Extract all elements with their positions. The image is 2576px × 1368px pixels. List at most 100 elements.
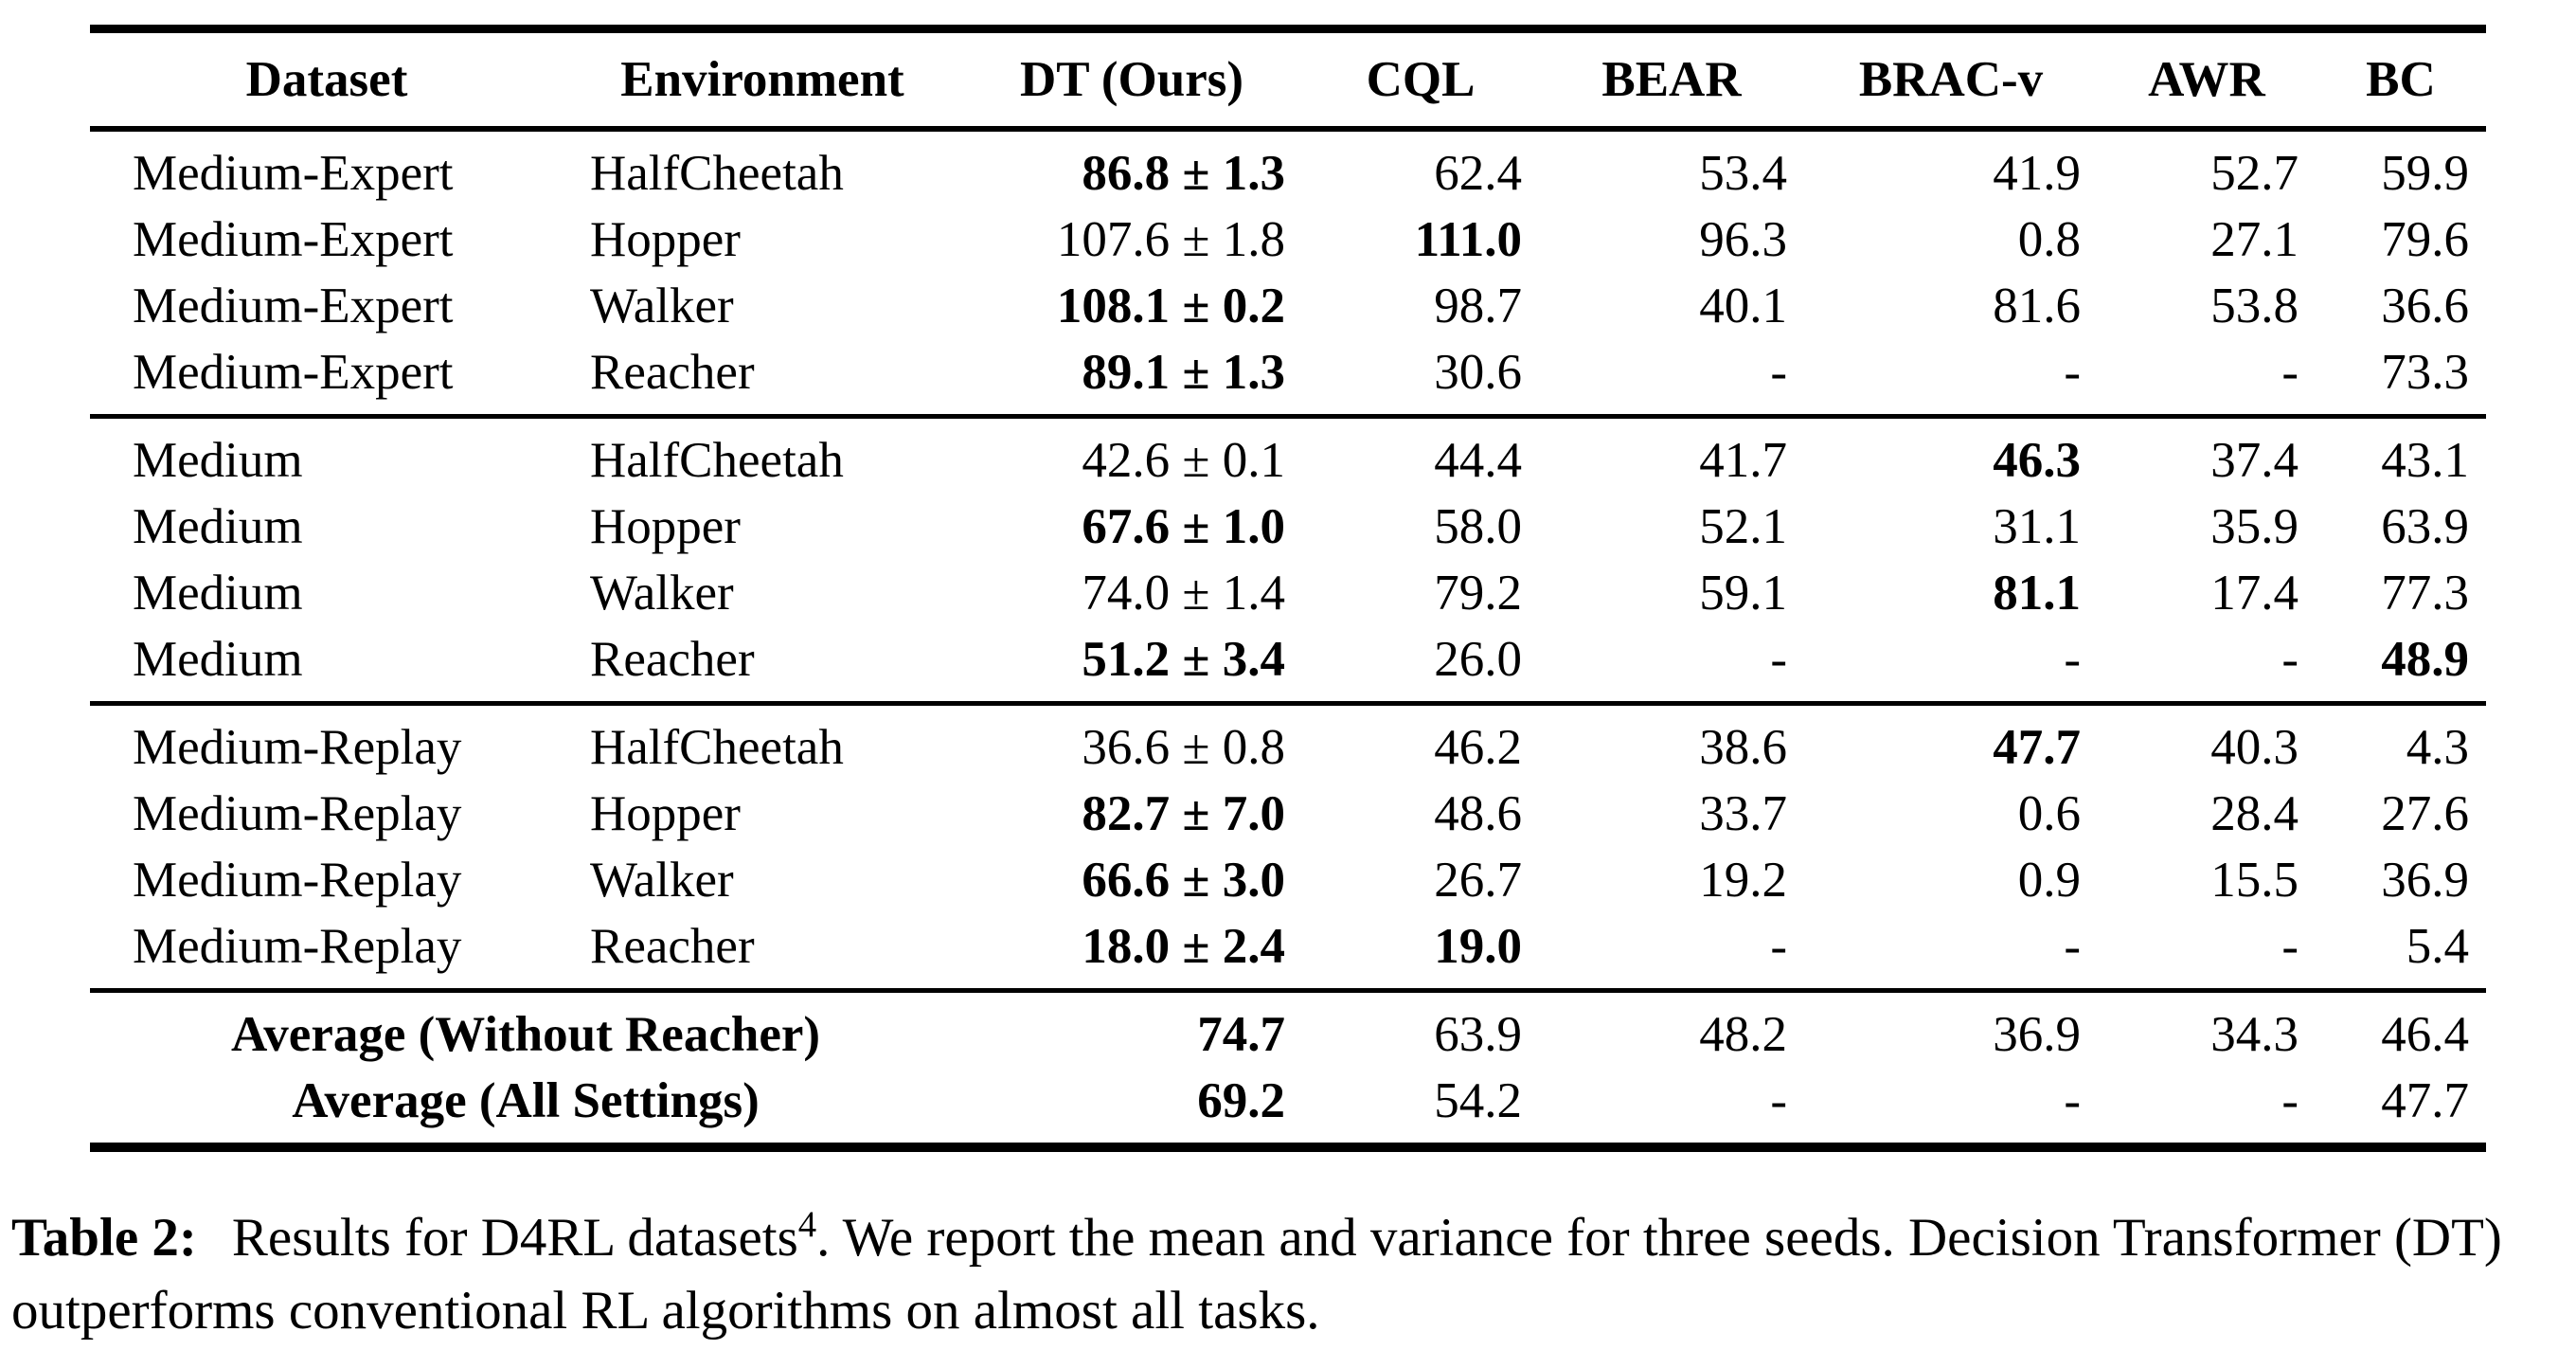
value-cell-awr: 40.3 bbox=[2210, 720, 2299, 775]
environment-cell: Walker bbox=[590, 566, 734, 621]
environment-cell: Hopper bbox=[590, 786, 741, 841]
value-cell-awr: 37.4 bbox=[2210, 433, 2299, 488]
value-cell-brac-v: - bbox=[2064, 1073, 2081, 1128]
table-row: Medium-Expert Reacher 89.1 ± 1.3 30.6 - - - 73.… bbox=[90, 339, 2486, 417]
value-cell-brac-v: 47.7 bbox=[1993, 720, 2081, 775]
caption-text-before-superscript: Results for D4RL datasets bbox=[231, 1208, 798, 1268]
table-row: Medium-Expert Hopper 107.6 ± 1.8 111.0 96.3 0… bbox=[90, 207, 2486, 273]
value-cell-bc: 73.3 bbox=[2381, 345, 2469, 400]
environment-cell: Reacher bbox=[590, 345, 755, 400]
value-cell-dt: 66.6 ± 3.0 bbox=[1082, 853, 1285, 908]
column-header-dataset: Dataset bbox=[245, 52, 408, 107]
value-cell-bc: 59.9 bbox=[2381, 146, 2469, 201]
value-cell-bc: 47.7 bbox=[2381, 1073, 2469, 1128]
value-cell-awr: 17.4 bbox=[2210, 566, 2299, 621]
table-row: Medium-Expert HalfCheetah 86.8 ± 1.3 62.4 53… bbox=[90, 129, 2486, 207]
value-cell-awr: 27.1 bbox=[2210, 212, 2299, 267]
value-cell-bc: 36.9 bbox=[2381, 853, 2469, 908]
value-cell-cql: 26.0 bbox=[1434, 632, 1522, 687]
column-header-environment: Environment bbox=[620, 52, 904, 107]
caption-label: Table 2: bbox=[11, 1208, 197, 1268]
value-cell-cql: 79.2 bbox=[1434, 566, 1522, 621]
value-cell-dt: 74.0 ± 1.4 bbox=[1082, 566, 1285, 621]
value-cell-awr: 53.8 bbox=[2210, 279, 2299, 333]
caption-text-after-superscript: . We report the mean and variance for th… bbox=[11, 1208, 2502, 1341]
value-cell-bear: 96.3 bbox=[1699, 212, 1787, 267]
dataset-cell: Medium bbox=[133, 632, 303, 687]
value-cell-cql: 58.0 bbox=[1434, 499, 1522, 554]
value-cell-cql: 111.0 bbox=[1414, 212, 1522, 267]
value-cell-bear: 40.1 bbox=[1699, 279, 1787, 333]
environment-cell: HalfCheetah bbox=[590, 433, 844, 488]
value-cell-bear: - bbox=[1770, 1073, 1787, 1128]
table-caption: Table 2: Results for D4RL datasets4. We r… bbox=[11, 1201, 2574, 1347]
dataset-cell: Medium bbox=[133, 566, 303, 621]
value-cell-cql: 48.6 bbox=[1434, 786, 1522, 841]
value-cell-awr: 34.3 bbox=[2210, 1007, 2299, 1062]
table-row: Medium-Replay Reacher 18.0 ± 2.4 19.0 - - - 5.4 bbox=[90, 913, 2486, 991]
section-medium-expert: Medium-Expert HalfCheetah 86.8 ± 1.3 62.4 53… bbox=[90, 129, 2486, 417]
environment-cell: Hopper bbox=[590, 499, 741, 554]
value-cell-bc: 46.4 bbox=[2381, 1007, 2469, 1062]
value-cell-bc: 48.9 bbox=[2381, 632, 2469, 687]
value-cell-awr: 28.4 bbox=[2210, 786, 2299, 841]
dataset-cell: Medium-Expert bbox=[133, 279, 454, 333]
header-row: Dataset Environment DT (Ours) CQL BEAR BRAC-v… bbox=[90, 29, 2486, 129]
summary-label: Average (Without Reacher) bbox=[230, 1007, 821, 1062]
value-cell-bear: 38.6 bbox=[1699, 720, 1787, 775]
value-cell-dt: 86.8 ± 1.3 bbox=[1082, 146, 1285, 201]
value-cell-bc: 4.3 bbox=[2406, 720, 2469, 775]
value-cell-bc: 43.1 bbox=[2381, 433, 2469, 488]
value-cell-awr: - bbox=[2281, 345, 2299, 400]
value-cell-brac-v: 36.9 bbox=[1993, 1007, 2081, 1062]
value-cell-dt: 108.1 ± 0.2 bbox=[1056, 279, 1285, 333]
column-header-bc: BC bbox=[2366, 52, 2436, 107]
table-row: Medium Hopper 67.6 ± 1.0 58.0 52.1 31.1 35.9 63… bbox=[90, 494, 2486, 560]
value-cell-dt: 107.6 ± 1.8 bbox=[1056, 212, 1285, 267]
summary-section: Average (Without Reacher) 74.7 63.9 48.2 36.… bbox=[90, 990, 2486, 1148]
table-row: Medium Walker 74.0 ± 1.4 79.2 59.1 81.1 17.4 77… bbox=[90, 560, 2486, 626]
results-table: Dataset Environment DT (Ours) CQL BEAR BRAC-v… bbox=[90, 25, 2486, 1152]
value-cell-brac-v: 46.3 bbox=[1993, 433, 2081, 488]
value-cell-awr: 35.9 bbox=[2210, 499, 2299, 554]
value-cell-bc: 77.3 bbox=[2381, 566, 2469, 621]
section-medium-replay: Medium-Replay HalfCheetah 36.6 ± 0.8 46.2 38… bbox=[90, 703, 2486, 991]
environment-cell: Reacher bbox=[590, 919, 755, 974]
environment-cell: Reacher bbox=[590, 632, 755, 687]
table-row: Medium Reacher 51.2 ± 3.4 26.0 - - - 48.9 bbox=[90, 626, 2486, 704]
value-cell-dt: 69.2 bbox=[1197, 1073, 1285, 1128]
value-cell-brac-v: - bbox=[2064, 919, 2081, 974]
value-cell-dt: 74.7 bbox=[1197, 1007, 1285, 1062]
value-cell-brac-v: - bbox=[2064, 345, 2081, 400]
dataset-cell: Medium bbox=[133, 499, 303, 554]
table-row: Medium-Replay HalfCheetah 36.6 ± 0.8 46.2 38… bbox=[90, 704, 2486, 782]
dataset-cell: Medium bbox=[133, 433, 303, 488]
table-row: Medium HalfCheetah 42.6 ± 0.1 44.4 41.7 46.3 3… bbox=[90, 417, 2486, 495]
environment-cell: Hopper bbox=[590, 212, 741, 267]
column-header-awr: AWR bbox=[2148, 52, 2265, 107]
dataset-cell: Medium-Replay bbox=[133, 720, 462, 775]
value-cell-brac-v: 81.1 bbox=[1993, 566, 2081, 621]
value-cell-awr: 52.7 bbox=[2210, 146, 2299, 201]
value-cell-dt: 51.2 ± 3.4 bbox=[1082, 632, 1285, 687]
value-cell-awr: 15.5 bbox=[2210, 853, 2299, 908]
table-row: Medium-Replay Walker 66.6 ± 3.0 26.7 19.2 0.9… bbox=[90, 847, 2486, 913]
summary-label: Average (All Settings) bbox=[292, 1073, 760, 1128]
value-cell-bc: 79.6 bbox=[2381, 212, 2469, 267]
value-cell-brac-v: 31.1 bbox=[1993, 499, 2081, 554]
dataset-cell: Medium-Replay bbox=[133, 919, 462, 974]
value-cell-awr: - bbox=[2281, 1073, 2299, 1128]
value-cell-bear: - bbox=[1770, 919, 1787, 974]
value-cell-cql: 98.7 bbox=[1434, 279, 1522, 333]
value-cell-bear: 19.2 bbox=[1699, 853, 1787, 908]
environment-cell: HalfCheetah bbox=[590, 720, 844, 775]
value-cell-dt: 42.6 ± 0.1 bbox=[1082, 433, 1285, 488]
results-table-container: Dataset Environment DT (Ours) CQL BEAR BRAC-v… bbox=[90, 25, 2486, 1152]
value-cell-dt: 18.0 ± 2.4 bbox=[1082, 919, 1285, 974]
table-row: Medium-Replay Hopper 82.7 ± 7.0 48.6 33.7 0.6… bbox=[90, 781, 2486, 847]
environment-cell: Walker bbox=[590, 853, 734, 908]
value-cell-brac-v: 0.9 bbox=[2017, 853, 2081, 908]
dataset-cell: Medium-Expert bbox=[133, 146, 454, 201]
value-cell-brac-v: 0.8 bbox=[2017, 212, 2081, 267]
value-cell-cql: 54.2 bbox=[1434, 1073, 1522, 1128]
